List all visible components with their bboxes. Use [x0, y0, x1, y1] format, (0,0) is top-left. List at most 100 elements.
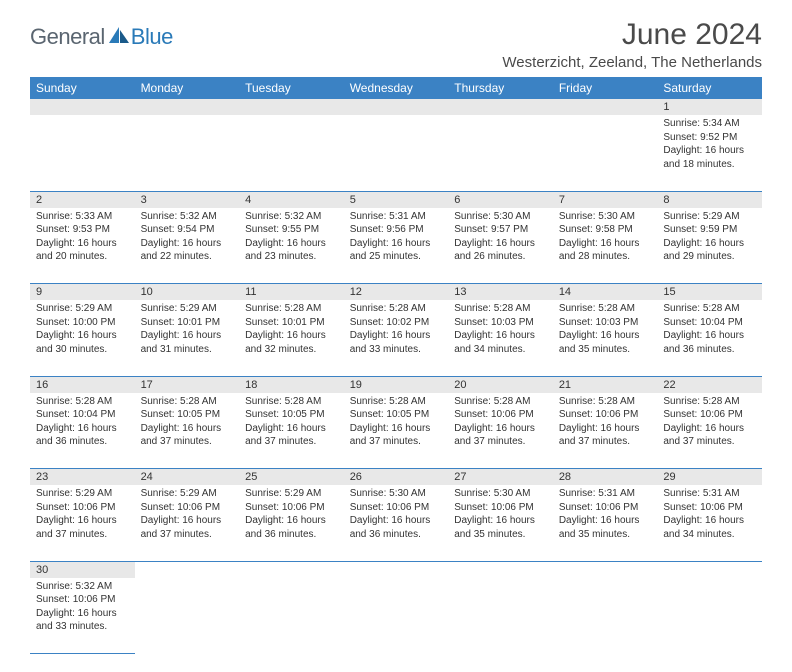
- sunrise-text: Sunrise: 5:29 AM: [141, 487, 234, 501]
- daylight-text: Daylight: 16 hours and 29 minutes.: [663, 237, 756, 264]
- logo-text-general: General: [30, 24, 105, 50]
- day-number-row: 23242526272829: [30, 469, 762, 486]
- day-number-cell: 5: [344, 191, 449, 208]
- daylight-text: Daylight: 16 hours and 28 minutes.: [559, 237, 652, 264]
- day-number-cell: 25: [239, 469, 344, 486]
- day-content-cell: [239, 578, 344, 654]
- day-number-cell: 10: [135, 284, 240, 301]
- day-number-cell: 1: [657, 99, 762, 115]
- day-number-cell: 18: [239, 376, 344, 393]
- sunset-text: Sunset: 10:06 PM: [36, 501, 129, 515]
- day-content-cell: Sunrise: 5:28 AMSunset: 10:05 PMDaylight…: [239, 393, 344, 469]
- daylight-text: Daylight: 16 hours and 37 minutes.: [454, 422, 547, 449]
- day-details: Sunrise: 5:29 AMSunset: 10:06 PMDaylight…: [30, 485, 135, 545]
- weekday-header-row: Sunday Monday Tuesday Wednesday Thursday…: [30, 77, 762, 99]
- day-details: Sunrise: 5:28 AMSunset: 10:04 PMDaylight…: [30, 393, 135, 453]
- sunrise-text: Sunrise: 5:28 AM: [350, 302, 443, 316]
- day-number-cell: [30, 99, 135, 115]
- sunset-text: Sunset: 9:57 PM: [454, 223, 547, 237]
- sunset-text: Sunset: 9:53 PM: [36, 223, 129, 237]
- week-row: Sunrise: 5:32 AMSunset: 10:06 PMDaylight…: [30, 578, 762, 654]
- day-number-cell: 20: [448, 376, 553, 393]
- daylight-text: Daylight: 16 hours and 37 minutes.: [245, 422, 338, 449]
- weekday-header: Friday: [553, 77, 658, 99]
- sunrise-text: Sunrise: 5:28 AM: [663, 395, 756, 409]
- daylight-text: Daylight: 16 hours and 34 minutes.: [663, 514, 756, 541]
- day-content-cell: [553, 115, 658, 191]
- day-number-cell: 2: [30, 191, 135, 208]
- sunrise-text: Sunrise: 5:28 AM: [141, 395, 234, 409]
- week-row: Sunrise: 5:29 AMSunset: 10:06 PMDaylight…: [30, 485, 762, 561]
- daylight-text: Daylight: 16 hours and 35 minutes.: [559, 329, 652, 356]
- day-content-cell: [448, 578, 553, 654]
- weekday-header: Sunday: [30, 77, 135, 99]
- day-details: Sunrise: 5:28 AMSunset: 10:05 PMDaylight…: [239, 393, 344, 453]
- daylight-text: Daylight: 16 hours and 36 minutes.: [663, 329, 756, 356]
- sunrise-text: Sunrise: 5:28 AM: [454, 302, 547, 316]
- day-details: Sunrise: 5:31 AMSunset: 9:56 PMDaylight:…: [344, 208, 449, 268]
- day-number-cell: 26: [344, 469, 449, 486]
- sunset-text: Sunset: 10:06 PM: [350, 501, 443, 515]
- day-details: Sunrise: 5:28 AMSunset: 10:06 PMDaylight…: [448, 393, 553, 453]
- day-content-cell: [135, 578, 240, 654]
- day-content-cell: Sunrise: 5:29 AMSunset: 10:00 PMDaylight…: [30, 300, 135, 376]
- day-content-cell: Sunrise: 5:32 AMSunset: 9:54 PMDaylight:…: [135, 208, 240, 284]
- day-content-cell: Sunrise: 5:28 AMSunset: 10:06 PMDaylight…: [657, 393, 762, 469]
- daylight-text: Daylight: 16 hours and 37 minutes.: [350, 422, 443, 449]
- week-row: Sunrise: 5:29 AMSunset: 10:00 PMDaylight…: [30, 300, 762, 376]
- daylight-text: Daylight: 16 hours and 33 minutes.: [350, 329, 443, 356]
- day-number-cell: 11: [239, 284, 344, 301]
- sunrise-text: Sunrise: 5:32 AM: [245, 210, 338, 224]
- sunset-text: Sunset: 9:54 PM: [141, 223, 234, 237]
- day-number-row: 30: [30, 561, 762, 578]
- day-number-cell: 21: [553, 376, 658, 393]
- daylight-text: Daylight: 16 hours and 36 minutes.: [350, 514, 443, 541]
- sunrise-text: Sunrise: 5:30 AM: [559, 210, 652, 224]
- calendar-page: General Blue June 2024 Westerzicht, Zeel…: [0, 0, 792, 672]
- day-details: Sunrise: 5:30 AMSunset: 9:57 PMDaylight:…: [448, 208, 553, 268]
- sunrise-text: Sunrise: 5:32 AM: [141, 210, 234, 224]
- day-details: Sunrise: 5:30 AMSunset: 9:58 PMDaylight:…: [553, 208, 658, 268]
- sunrise-text: Sunrise: 5:30 AM: [350, 487, 443, 501]
- day-number-cell: 12: [344, 284, 449, 301]
- day-number-cell: 7: [553, 191, 658, 208]
- day-content-cell: Sunrise: 5:28 AMSunset: 10:03 PMDaylight…: [448, 300, 553, 376]
- daylight-text: Daylight: 16 hours and 36 minutes.: [245, 514, 338, 541]
- sunrise-text: Sunrise: 5:28 AM: [36, 395, 129, 409]
- daylight-text: Daylight: 16 hours and 35 minutes.: [454, 514, 547, 541]
- sunset-text: Sunset: 10:06 PM: [663, 501, 756, 515]
- sunrise-text: Sunrise: 5:32 AM: [36, 580, 129, 594]
- day-number-row: 2345678: [30, 191, 762, 208]
- day-details: Sunrise: 5:28 AMSunset: 10:01 PMDaylight…: [239, 300, 344, 360]
- daylight-text: Daylight: 16 hours and 37 minutes.: [141, 422, 234, 449]
- day-content-cell: Sunrise: 5:29 AMSunset: 10:06 PMDaylight…: [239, 485, 344, 561]
- day-content-cell: Sunrise: 5:28 AMSunset: 10:04 PMDaylight…: [30, 393, 135, 469]
- day-number-cell: 6: [448, 191, 553, 208]
- sunset-text: Sunset: 10:01 PM: [245, 316, 338, 330]
- day-content-cell: Sunrise: 5:28 AMSunset: 10:05 PMDaylight…: [344, 393, 449, 469]
- day-number-cell: 27: [448, 469, 553, 486]
- day-number-cell: 4: [239, 191, 344, 208]
- daylight-text: Daylight: 16 hours and 37 minutes.: [141, 514, 234, 541]
- day-number-cell: 13: [448, 284, 553, 301]
- sunrise-text: Sunrise: 5:29 AM: [245, 487, 338, 501]
- sunrise-text: Sunrise: 5:28 AM: [350, 395, 443, 409]
- day-content-cell: [135, 115, 240, 191]
- sunset-text: Sunset: 10:06 PM: [36, 593, 129, 607]
- day-details: Sunrise: 5:28 AMSunset: 10:05 PMDaylight…: [135, 393, 240, 453]
- day-content-cell: [553, 578, 658, 654]
- day-number-cell: [657, 561, 762, 578]
- day-number-cell: 30: [30, 561, 135, 578]
- day-number-cell: [135, 561, 240, 578]
- sail-icon: [109, 27, 131, 43]
- daylight-text: Daylight: 16 hours and 34 minutes.: [454, 329, 547, 356]
- day-number-cell: [553, 561, 658, 578]
- day-content-cell: Sunrise: 5:32 AMSunset: 10:06 PMDaylight…: [30, 578, 135, 654]
- day-content-cell: Sunrise: 5:29 AMSunset: 10:06 PMDaylight…: [135, 485, 240, 561]
- sunrise-text: Sunrise: 5:29 AM: [141, 302, 234, 316]
- sunrise-text: Sunrise: 5:29 AM: [663, 210, 756, 224]
- day-details: Sunrise: 5:34 AMSunset: 9:52 PMDaylight:…: [657, 115, 762, 175]
- day-number-cell: [344, 561, 449, 578]
- sunrise-text: Sunrise: 5:30 AM: [454, 487, 547, 501]
- sunset-text: Sunset: 10:05 PM: [245, 408, 338, 422]
